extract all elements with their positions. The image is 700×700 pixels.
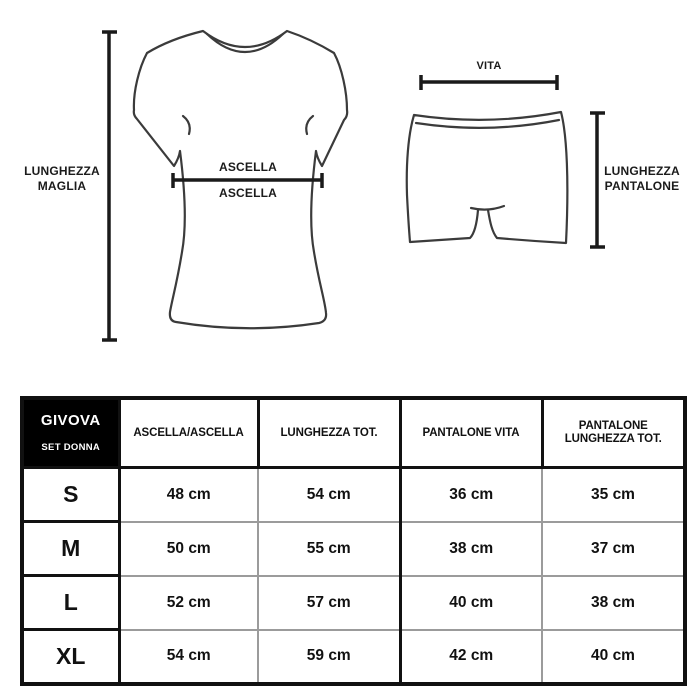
shorts-outline-drawing (405, 110, 569, 245)
size-label: XL (20, 628, 121, 685)
size-label: L (20, 574, 121, 631)
value-cell: 59 cm (257, 628, 402, 685)
size-table: GIVOVA SET DONNA ASCELLA/ASCELLA LUNGHEZ… (20, 396, 687, 686)
shorts-length-measure-line (590, 111, 605, 249)
ascella-measure-line (171, 173, 324, 188)
value-cell: 35 cm (541, 466, 686, 523)
header-row: GIVOVA SET DONNA ASCELLA/ASCELLA LUNGHEZ… (20, 396, 687, 469)
vita-measure-line (419, 75, 559, 90)
tshirt-right-underarm-seam (305, 114, 315, 136)
shorts-crotch-bar (469, 204, 506, 211)
value-cell: 52 cm (118, 574, 259, 631)
shorts-length-label: LUNGHEZZA PANTALONE (604, 164, 680, 193)
table-row-s: S 48 cm 54 cm 36 cm 35 cm (20, 466, 686, 523)
shorts-waistband-inner-line (414, 118, 561, 129)
value-cell: 38 cm (399, 520, 543, 577)
value-cell: 37 cm (541, 520, 686, 577)
value-cell: 38 cm (541, 574, 686, 631)
vita-label: VITA (476, 60, 502, 72)
table-row-l: L 52 cm 57 cm 40 cm 38 cm (20, 574, 686, 631)
value-cell: 55 cm (257, 520, 402, 577)
column-header-lunghezza-tot: LUNGHEZZA TOT. (256, 396, 402, 469)
column-header-pantalone-vita: PANTALONE VITA (398, 396, 544, 469)
value-cell: 40 cm (399, 574, 543, 631)
garment-drawings (102, 29, 605, 342)
tshirt-outline-drawing (132, 29, 349, 330)
shirt-length-label: LUNGHEZZA MAGLIA (24, 164, 100, 193)
value-cell: 48 cm (118, 466, 259, 523)
value-cell: 54 cm (257, 466, 402, 523)
value-cell: 50 cm (118, 520, 259, 577)
table-row-m: M 50 cm 55 cm 38 cm 37 cm (20, 520, 686, 577)
value-cell: 36 cm (399, 466, 543, 523)
value-cell: 42 cm (399, 628, 543, 685)
value-cell: 54 cm (118, 628, 259, 685)
ascella-label-top: ASCELLA (218, 160, 278, 174)
brand-header-cell: GIVOVA SET DONNA (20, 396, 121, 469)
measurement-diagram: LUNGHEZZA MAGLIA ASCELLA ASCELLA VITA LU… (24, 29, 680, 342)
brand-name: GIVOVA (40, 412, 101, 429)
table-row-xl: XL 54 cm 59 cm 42 cm 40 cm (20, 628, 686, 685)
value-cell: 57 cm (257, 574, 402, 631)
tshirt-collar-inner-line (205, 32, 285, 54)
shirt-length-measure-line (102, 30, 117, 342)
value-cell: 40 cm (541, 628, 686, 685)
size-label: M (20, 520, 121, 577)
column-header-pantalone-lunghezza: PANTALONE LUNGHEZZA TOT. (540, 396, 687, 469)
tshirt-left-underarm-seam (181, 114, 191, 136)
ascella-label-bottom: ASCELLA (218, 186, 278, 200)
size-label: S (20, 466, 121, 523)
column-header-ascella: ASCELLA/ASCELLA (117, 396, 260, 469)
brand-subtitle: SET DONNA (41, 442, 101, 453)
size-table-wrap: GIVOVA SET DONNA ASCELLA/ASCELLA LUNGHEZ… (20, 396, 687, 686)
